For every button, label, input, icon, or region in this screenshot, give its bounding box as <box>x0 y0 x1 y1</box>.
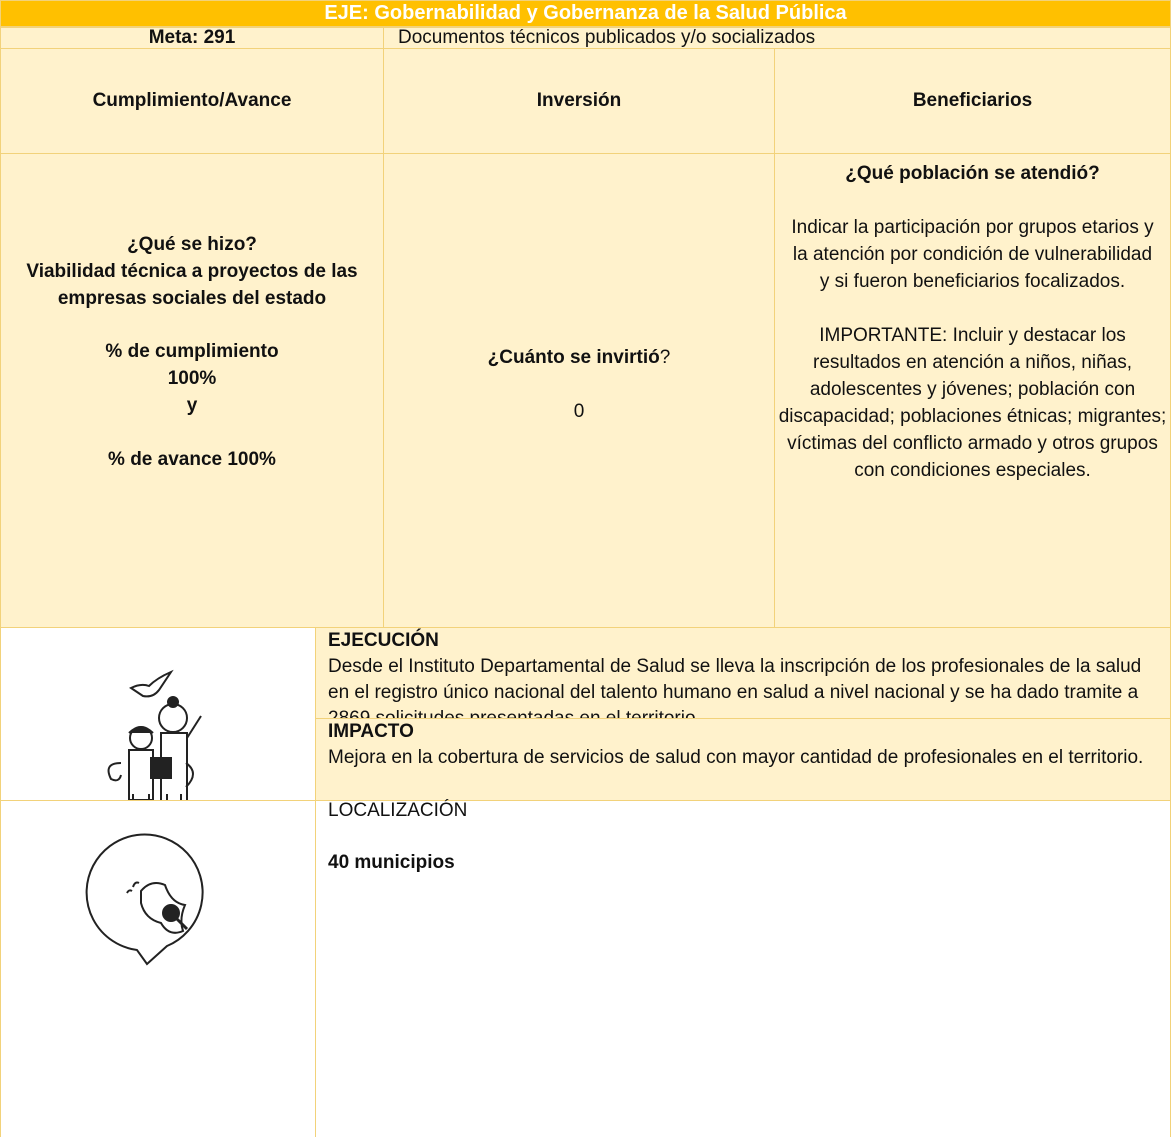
question: ¿Qué se hizo? <box>127 234 257 255</box>
cumplimiento-cell: ¿Qué se hizo? Viabilidad técnica a proye… <box>0 153 384 628</box>
section-title: EJECUCIÓN <box>328 630 439 651</box>
header-title: EJE: Gobernabilidad y Gobernanza de la S… <box>324 2 847 24</box>
beneficiarios-cell: ¿Qué población se atendió? Indicar la pa… <box>774 153 1171 628</box>
ejecucion-cell: EJECUCIÓN Desde el Instituto Departament… <box>315 627 1171 729</box>
localizacion-cell: LOCALIZACIÓN 40 municipios <box>315 800 1171 1137</box>
inversion-cell: ¿Cuánto se invirtió? 0 <box>383 153 775 628</box>
column-title: Beneficiarios <box>912 90 1033 111</box>
map-icon <box>85 833 204 966</box>
paragraph: Indicar la participación por grupos etar… <box>791 217 1154 292</box>
value: 0 <box>573 401 585 422</box>
meta-text-cell: Documentos técnicos publicados y/o socia… <box>383 27 1171 49</box>
answer: Viabilidad técnica a proyectos de las em… <box>26 261 358 309</box>
compliance-value: 100% <box>167 368 217 389</box>
section-value: 40 municipios <box>328 852 455 873</box>
question-mark: ? <box>659 347 671 368</box>
column-title: Cumplimiento/Avance <box>92 90 292 111</box>
section-title: LOCALIZACIÓN <box>328 800 468 821</box>
header: EJE: Gobernabilidad y Gobernanza de la S… <box>0 0 1171 27</box>
important: IMPORTANTE: Incluir y destacar los resul… <box>778 325 1167 481</box>
section-text: Mejora en la cobertura de servicios de s… <box>328 747 1144 768</box>
connector: y <box>186 395 198 416</box>
section-title: IMPACTO <box>328 721 414 742</box>
meta-label: Meta: 291 <box>148 27 236 48</box>
meta-label-cell: Meta: 291 <box>0 27 384 49</box>
column-header: Cumplimiento/Avance <box>0 48 384 154</box>
illustration-cell <box>0 627 316 804</box>
meta-text: Documentos técnicos publicados y/o socia… <box>398 27 816 48</box>
question: ¿Qué población se atendió? <box>845 163 1100 184</box>
impacto-cell: IMPACTO Mejora en la cobertura de servic… <box>315 718 1171 801</box>
question: ¿Cuánto se invirtió <box>487 347 660 368</box>
map-icon-cell <box>0 800 316 1137</box>
advance: % de avance 100% <box>108 449 276 470</box>
people-illustration <box>107 669 202 804</box>
column-title: Inversión <box>536 90 622 111</box>
compliance-label: % de cumplimiento <box>105 341 279 362</box>
column-header: Inversión <box>383 48 775 154</box>
column-header: Beneficiarios <box>774 48 1171 154</box>
